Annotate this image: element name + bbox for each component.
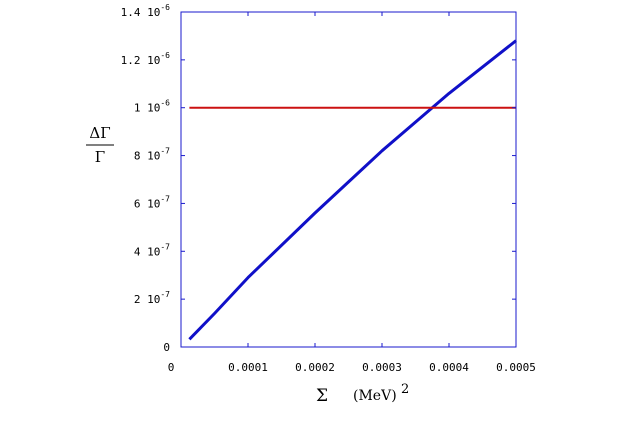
x-axis-label-unit: (MeV) — [353, 388, 397, 404]
x-tick-label: 0.0002 — [295, 361, 335, 374]
y-tick-mantissa: 6 10 — [134, 197, 161, 210]
y-tick-label: 1 10-6 — [134, 99, 170, 115]
x-axis-label-symbol: Σ — [316, 386, 328, 406]
series-layer — [188, 39, 517, 341]
y-tick-mantissa: 1.4 10 — [121, 6, 161, 19]
y-tick-exponent: -7 — [160, 194, 170, 203]
y-tick-label: 1.4 10-6 — [121, 3, 171, 19]
y-tick-mantissa: 1.2 10 — [121, 54, 161, 67]
y-axis-label: ΔΓ Γ — [86, 124, 114, 166]
y-tick-mantissa: 8 10 — [134, 150, 161, 163]
y-tick-exponent: -7 — [160, 290, 170, 299]
x-tick-label: 0.0005 — [496, 361, 536, 374]
x-axis-label: Σ (MeV) 2 — [316, 382, 409, 406]
y-tick-exponent: -6 — [160, 3, 170, 12]
x-tick-label: 0.0003 — [362, 361, 402, 374]
y-tick-mantissa: 2 10 — [134, 293, 161, 306]
y-tick-mantissa: 1 10 — [134, 102, 161, 115]
y-tick-mantissa: 4 10 — [134, 245, 161, 258]
y-axis-label-denominator: Γ — [95, 148, 105, 166]
y-tick-label: 4 10-7 — [134, 242, 170, 258]
x-tick-label: 0 — [168, 361, 175, 374]
y-tick-label: 6 10-7 — [134, 194, 170, 210]
y-tick-exponent: -6 — [160, 51, 170, 60]
series-line-0 — [188, 39, 517, 341]
y-axis-label-numerator: ΔΓ — [89, 124, 110, 142]
y-tick-exponent: -6 — [160, 99, 170, 108]
plot-frame — [180, 11, 517, 348]
y-tick-exponent: -7 — [160, 147, 170, 156]
x-tick-label: 0.0001 — [228, 361, 268, 374]
y-tick-label: 8 10-7 — [134, 147, 170, 163]
y-tick-label: 2 10-7 — [134, 290, 170, 306]
x-axis-label-exponent: 2 — [401, 382, 409, 397]
x-tick-label: 0.0004 — [429, 361, 469, 374]
y-tick-label: 0 — [163, 341, 170, 354]
y-tick-exponent: -7 — [160, 242, 170, 251]
y-tick-label: 1.2 10-6 — [121, 51, 171, 67]
